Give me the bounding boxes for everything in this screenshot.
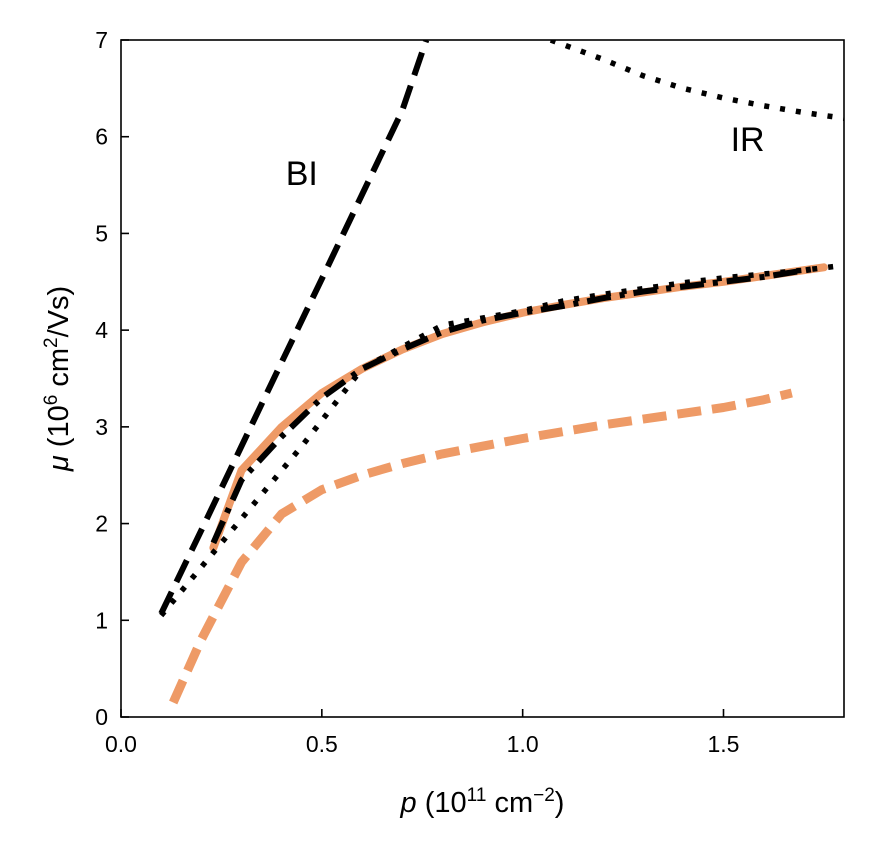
y-tick-label: 3 (95, 414, 108, 440)
y-axis-close: /Vs) (43, 286, 75, 338)
y-tick-label: 0 (95, 704, 108, 730)
annotation-bi: BI (286, 155, 318, 193)
x-axis-close: ) (555, 787, 565, 819)
series-ir-line (159, 262, 844, 618)
series-bi-line (158, 40, 430, 615)
y-tick-label: 1 (95, 607, 108, 633)
y-axis-exp: 6 (41, 395, 62, 406)
x-axis-var: p (400, 787, 417, 819)
y-axis-var: μ (43, 455, 75, 472)
series-combined-line (210, 266, 813, 545)
x-tick-label: 0.5 (306, 731, 338, 757)
y-tick-label: 4 (95, 317, 108, 343)
x-axis-label: p (1011 cm−2) (400, 785, 565, 819)
series-layer (158, 40, 844, 705)
axes-layer: 0.0 0.5 1.0 1.5 0 1 2 3 4 5 6 7 (95, 27, 845, 757)
x-axis-unit: cm (486, 787, 533, 819)
y-axis-open: (10 (43, 405, 75, 455)
annotation-layer: BI IR (286, 121, 765, 193)
series-ir-high-line (549, 40, 844, 122)
annotation-ir: IR (731, 121, 765, 159)
x-tick-label: 1.0 (507, 731, 539, 757)
x-tick-label: 1.5 (708, 731, 740, 757)
series-data-dashed-line (169, 388, 793, 705)
x-axis-open: (10 (417, 787, 467, 819)
x-tick-label: 0.0 (105, 731, 137, 757)
y-tick-label: 7 (95, 27, 108, 53)
y-tick-label: 5 (95, 220, 108, 246)
y-tick-label: 2 (95, 511, 108, 537)
y-axis-label: μ (106 cm2/Vs) (41, 286, 75, 472)
y-axis-unit-exp: 2 (41, 337, 62, 348)
x-axis-unit-exp: −2 (533, 785, 555, 806)
y-tick-label: 6 (95, 124, 108, 150)
plot-frame (120, 39, 845, 718)
x-axis-exp: 11 (467, 785, 487, 806)
y-axis-unit: cm (43, 348, 75, 395)
